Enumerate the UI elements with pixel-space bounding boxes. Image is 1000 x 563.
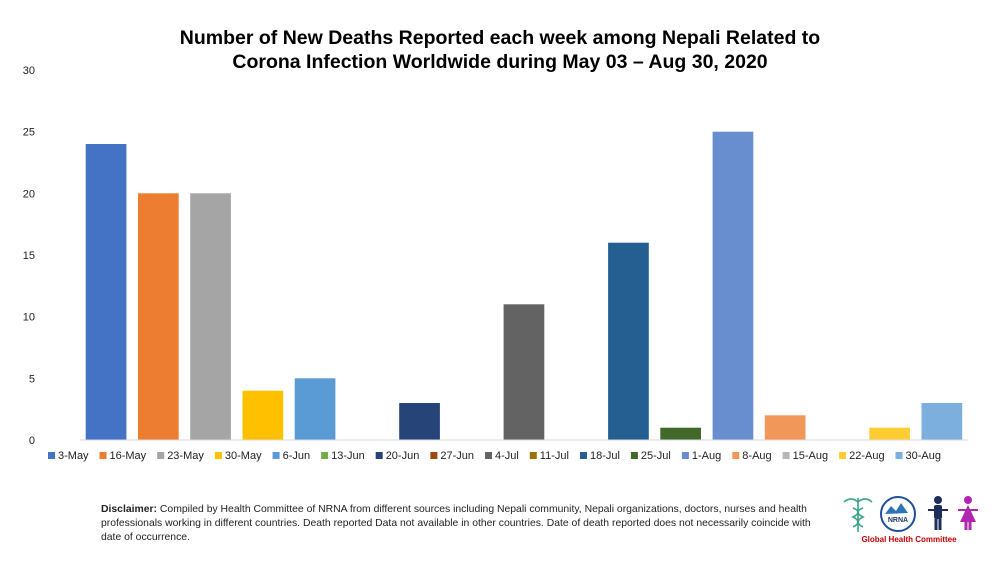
legend-swatch [681,452,689,459]
bar-chart: 0 5 10 15 20 25 30 3-May 16-May 23-May 30-May 6-Ju… [23,65,968,462]
legend-swatch [782,452,790,459]
disclaimer-label: Disclaimer: [101,504,158,515]
legend-swatch [48,452,55,459]
legend-label: 4-Jul [495,450,519,462]
disclaimer-text: Compiled by Health Committee of NRNA fro… [101,504,811,543]
legend-label: 15-Aug [793,450,828,462]
nrna-logo-text: NRNA [888,517,908,524]
legend-swatch [430,452,438,459]
legend-label: 1-Aug [692,450,721,462]
legend-swatch [732,452,740,459]
legend-label: 20-Jun [386,450,420,462]
bar-1-Aug [712,131,754,440]
legend-label: 13-Jun [331,450,365,462]
caduceus-icon [843,498,873,532]
chart-title: Number of New Deaths Reported each week … [0,26,1000,74]
woman-icon [958,496,978,530]
y-tick-label: 10 [23,312,35,324]
committee-logos: NRNA [843,496,978,532]
y-axis-ticks: 0 5 10 15 20 25 30 [23,65,35,447]
bar-3-May [85,144,127,440]
legend-swatch [529,452,537,459]
bar-25-Jul [660,427,701,440]
legend-label: 8-Aug [742,450,771,462]
bar-18-Jul [608,242,649,440]
bars [85,131,963,440]
legend-label: 25-Jul [641,450,671,462]
legend-label: 27-Jun [440,450,474,462]
legend-swatch [157,452,165,459]
legend: 3-May 16-May 23-May 30-May 6-Jun 13-Jun 20-Jun… [48,450,941,462]
legend-label: 22-Aug [849,450,884,462]
bar-6-Jun [294,378,336,440]
bar-20-Jun [399,403,440,440]
legend-label: 23-May [167,450,204,462]
y-tick-label: 25 [23,127,35,139]
bar-22-Aug [869,427,910,440]
legend-label: 18-Jul [590,450,620,462]
legend-label: 11-Jul [540,450,569,462]
y-tick-label: 5 [29,373,35,385]
bar-8-Aug [764,415,806,440]
legend-label: 30-Aug [906,450,941,462]
legend-swatch [485,452,492,459]
y-tick-label: 15 [23,250,35,262]
legend-swatch [214,452,222,459]
y-tick-label: 0 [29,435,35,447]
bar-16-May [138,193,179,440]
legend-swatch [375,452,383,459]
legend-label: 30-May [225,450,262,462]
bar-30-Aug [921,403,963,440]
legend-swatch [895,452,903,459]
legend-swatch [99,452,107,459]
legend-label: 6-Jun [283,450,311,462]
disclaimer: Disclaimer: Compiled by Health Committee… [101,503,831,545]
legend-swatch [272,452,280,459]
legend-swatch [580,452,587,459]
y-tick-label: 20 [23,188,35,200]
legend-swatch [839,452,847,459]
chart-title-line-2: Corona Infection Worldwide during May 03… [232,51,768,73]
nrna-logo: NRNA [880,496,916,532]
legend-label: 16-May [110,450,147,462]
legend-label: 3-May [58,450,89,462]
legend-swatch [630,452,638,459]
y-tick-label: 30 [23,65,35,77]
legend-swatch [321,452,329,459]
bar-30-May [242,390,284,440]
chart-title-line-1: Number of New Deaths Reported each week … [179,27,821,49]
bar-23-May [190,193,231,440]
man-icon [928,496,948,530]
bar-4-Jul [503,304,545,440]
org-name: Global Health Committee [861,535,957,544]
